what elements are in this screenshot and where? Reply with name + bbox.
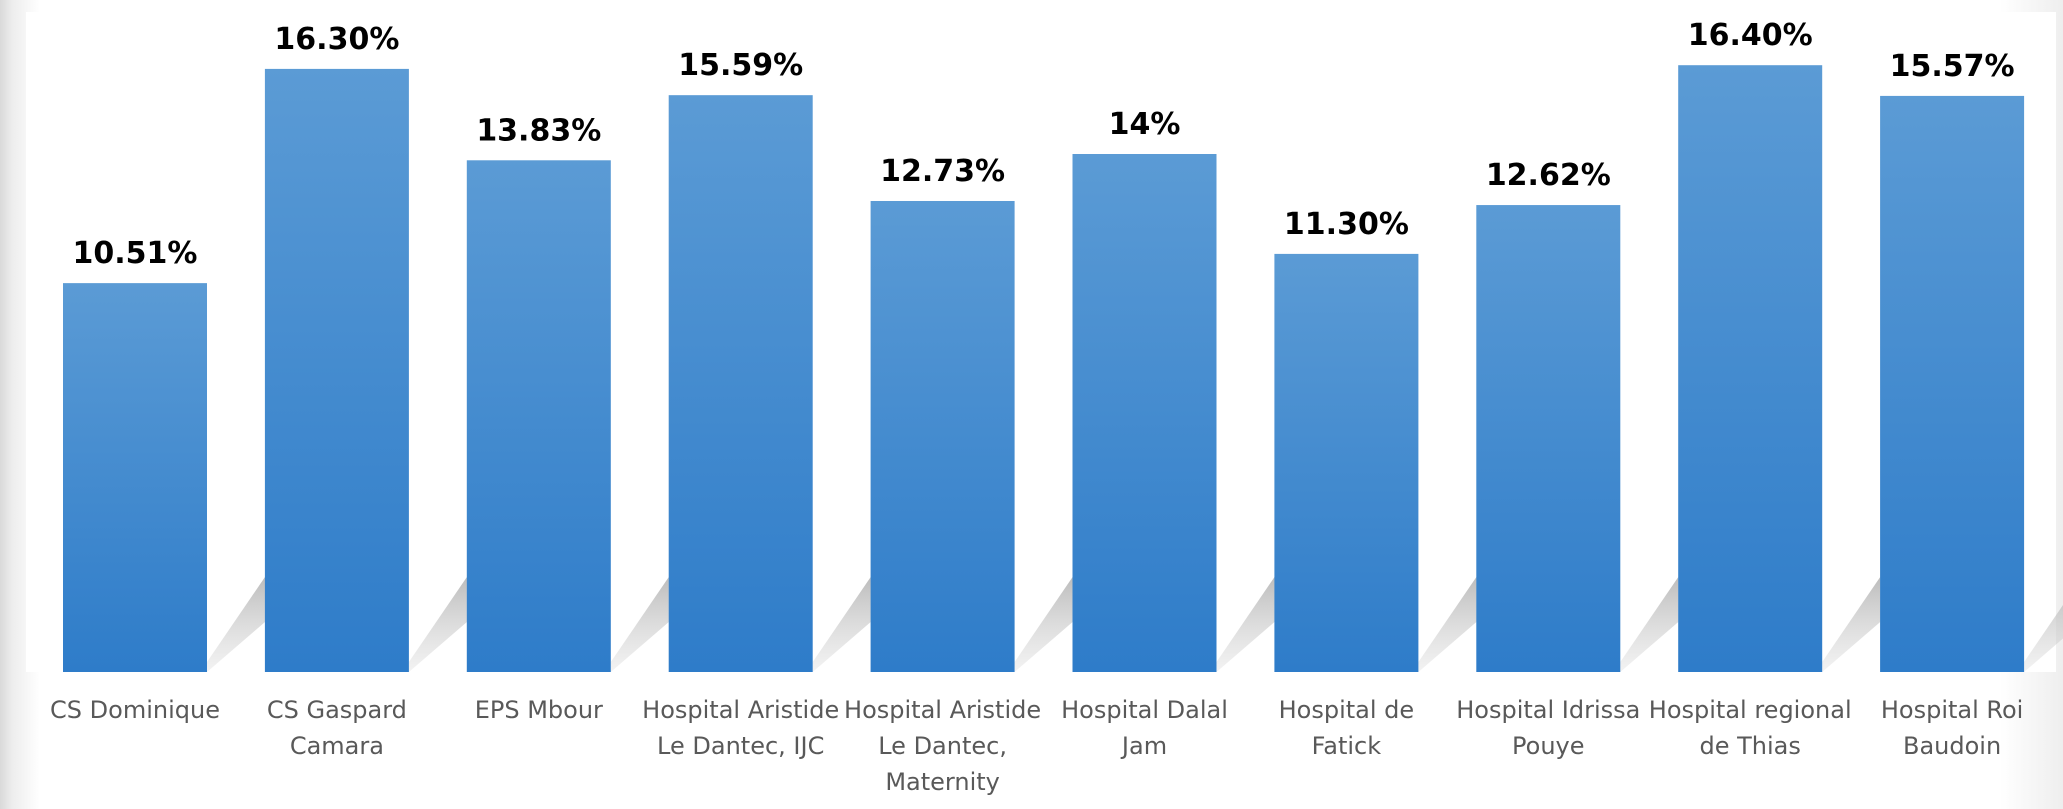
bar [668,95,813,673]
bars-group [63,65,2025,673]
bar [466,160,611,673]
category-label: CS Gaspard [267,696,407,724]
category-label: EPS Mbour [475,696,603,724]
bar-shadow [1418,577,1477,672]
bar [1274,253,1419,672]
data-label: 13.83% [476,113,601,148]
data-label: 16.30% [274,22,399,57]
bar-shadow [207,577,265,672]
bar-shadow [1620,577,1679,672]
bar-shadows [207,577,2063,672]
data-label: 10.51% [73,236,198,271]
bar-shadow [1216,577,1275,672]
category-label: Pouye [1512,732,1584,760]
category-label: Camara [290,732,384,760]
bar-shadow [408,577,467,672]
bar [870,200,1015,673]
category-label: Baudoin [1903,732,2001,760]
category-label: Le Dantec, [878,732,1007,760]
data-label: 15.57% [1890,49,2015,84]
bar-shadow [610,577,669,672]
data-label: 11.30% [1284,207,1409,242]
category-label: CS Dominique [50,696,220,724]
category-label: Fatick [1312,732,1382,760]
data-label: 16.40% [1688,18,1813,53]
bar [63,283,207,672]
bar [1880,95,2025,672]
data-label: 12.62% [1486,158,1611,193]
data-label: 15.59% [678,48,803,83]
bar-shadow [812,577,871,672]
data-label: 14% [1109,107,1181,142]
category-label: Le Dantec, IJC [657,732,824,760]
category-label: Hospital de [1279,696,1415,724]
category-label: Hospital Dalal [1061,696,1228,724]
bar [1476,205,1621,672]
bar-shadow [1822,577,1881,672]
category-label: de Thias [1700,732,1801,760]
category-label: Hospital Idrissa [1456,696,1640,724]
bar [1072,154,1217,672]
category-label: Hospital Aristide [844,696,1041,724]
category-label: Jam [1120,732,1167,760]
category-label: Hospital Roi [1881,696,2024,724]
bar [1678,65,1823,672]
data-label: 12.73% [880,154,1005,189]
category-label: Hospital regional [1649,696,1852,724]
category-label: Hospital Aristide [642,696,839,724]
bar-shadow [2024,604,2063,672]
bar [264,68,409,672]
category-labels-group: CS Dominique CS Gaspard Camara EPS Mbour Hos… [50,696,2023,796]
category-label: Maternity [885,768,1000,796]
data-labels-group: 10.51% 16.30% 13.83% 15.59% 12.73% 14% 11.30% 1… [73,18,2015,271]
bar-shadow [1014,577,1073,672]
